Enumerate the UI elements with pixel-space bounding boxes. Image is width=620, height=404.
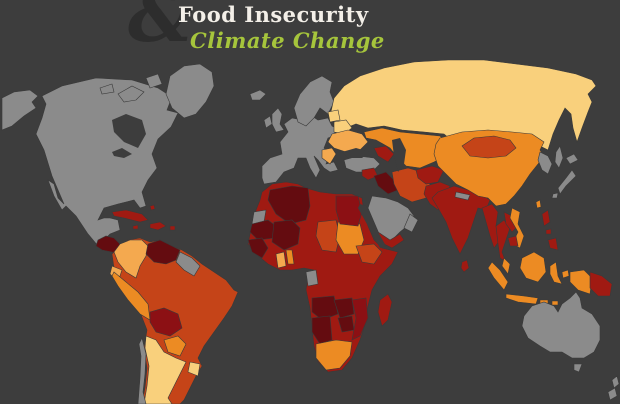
region-hispaniola — [149, 221, 167, 231]
region-cuba — [111, 209, 149, 223]
region-sulawesi — [549, 261, 570, 285]
region-south-africa — [315, 339, 353, 371]
region-peru — [111, 271, 151, 321]
region-arctic-islands — [99, 73, 163, 103]
title-ampersand: & — [128, 0, 194, 58]
region-nepal — [454, 191, 471, 201]
region-paraguay — [163, 335, 187, 357]
region-ukraine — [327, 129, 369, 153]
region-new-zealand — [607, 375, 620, 401]
region-togo-benin — [285, 249, 295, 265]
region-korea — [537, 151, 553, 175]
region-java — [505, 293, 559, 306]
region-taiwan — [535, 199, 542, 209]
region-chile — [137, 337, 147, 404]
region-algeria — [267, 185, 311, 225]
region-russia — [329, 59, 597, 151]
region-baltics — [327, 109, 341, 123]
region-iceland — [249, 89, 267, 101]
region-ethiopia — [355, 243, 383, 265]
region-guyanas — [175, 251, 201, 277]
region-gabon — [305, 269, 319, 287]
region-cambodia — [507, 235, 519, 247]
region-balkans — [321, 147, 337, 165]
black-sea-water — [342, 148, 370, 158]
region-syria — [361, 167, 379, 181]
hudson-bay-water — [112, 114, 146, 148]
title-line1: Food Insecurity — [178, 2, 369, 27]
region-china — [433, 129, 545, 207]
region-sakhalin — [554, 145, 564, 169]
region-caucasus — [373, 145, 395, 163]
region-malaysia — [501, 257, 511, 275]
region-borneo — [519, 251, 547, 283]
region-greenland — [165, 63, 215, 119]
region-papua-new-guinea — [589, 271, 613, 297]
region-australia — [521, 291, 601, 373]
region-afghanistan — [415, 165, 445, 185]
region-mongolia — [461, 135, 517, 159]
caspian-sea-water — [392, 138, 406, 172]
region-oman — [403, 213, 419, 233]
region-venezuela — [145, 239, 181, 265]
region-ireland — [263, 115, 273, 129]
region-alaska — [1, 89, 39, 131]
region-ghana — [275, 251, 287, 269]
region-senegal-guinea — [247, 237, 269, 259]
region-north-america — [35, 77, 179, 247]
region-scandinavia — [293, 75, 335, 127]
region-philippines — [541, 209, 559, 251]
title-line2: Climate Change — [190, 28, 385, 53]
region-mali — [271, 219, 301, 251]
region-argentina — [143, 335, 187, 404]
region-bolivia — [149, 307, 183, 337]
region-madagascar — [377, 293, 393, 327]
region-colombia — [113, 239, 149, 279]
region-mozambique — [351, 297, 369, 341]
red-sea-water — [358, 204, 386, 248]
region-chad — [315, 219, 341, 253]
region-japan — [551, 153, 579, 199]
region-united-kingdom — [271, 107, 285, 133]
region-zambia — [333, 297, 355, 319]
region-uruguay — [187, 361, 201, 377]
region-sumatra — [487, 261, 509, 291]
region-caribbean-islands — [132, 204, 176, 231]
region-central-asia — [363, 127, 453, 169]
region-vietnam — [509, 207, 525, 249]
region-egypt — [335, 195, 363, 227]
great-lakes-water — [112, 148, 132, 158]
region-sri-lanka — [460, 259, 470, 273]
region-west-papua — [569, 269, 593, 295]
